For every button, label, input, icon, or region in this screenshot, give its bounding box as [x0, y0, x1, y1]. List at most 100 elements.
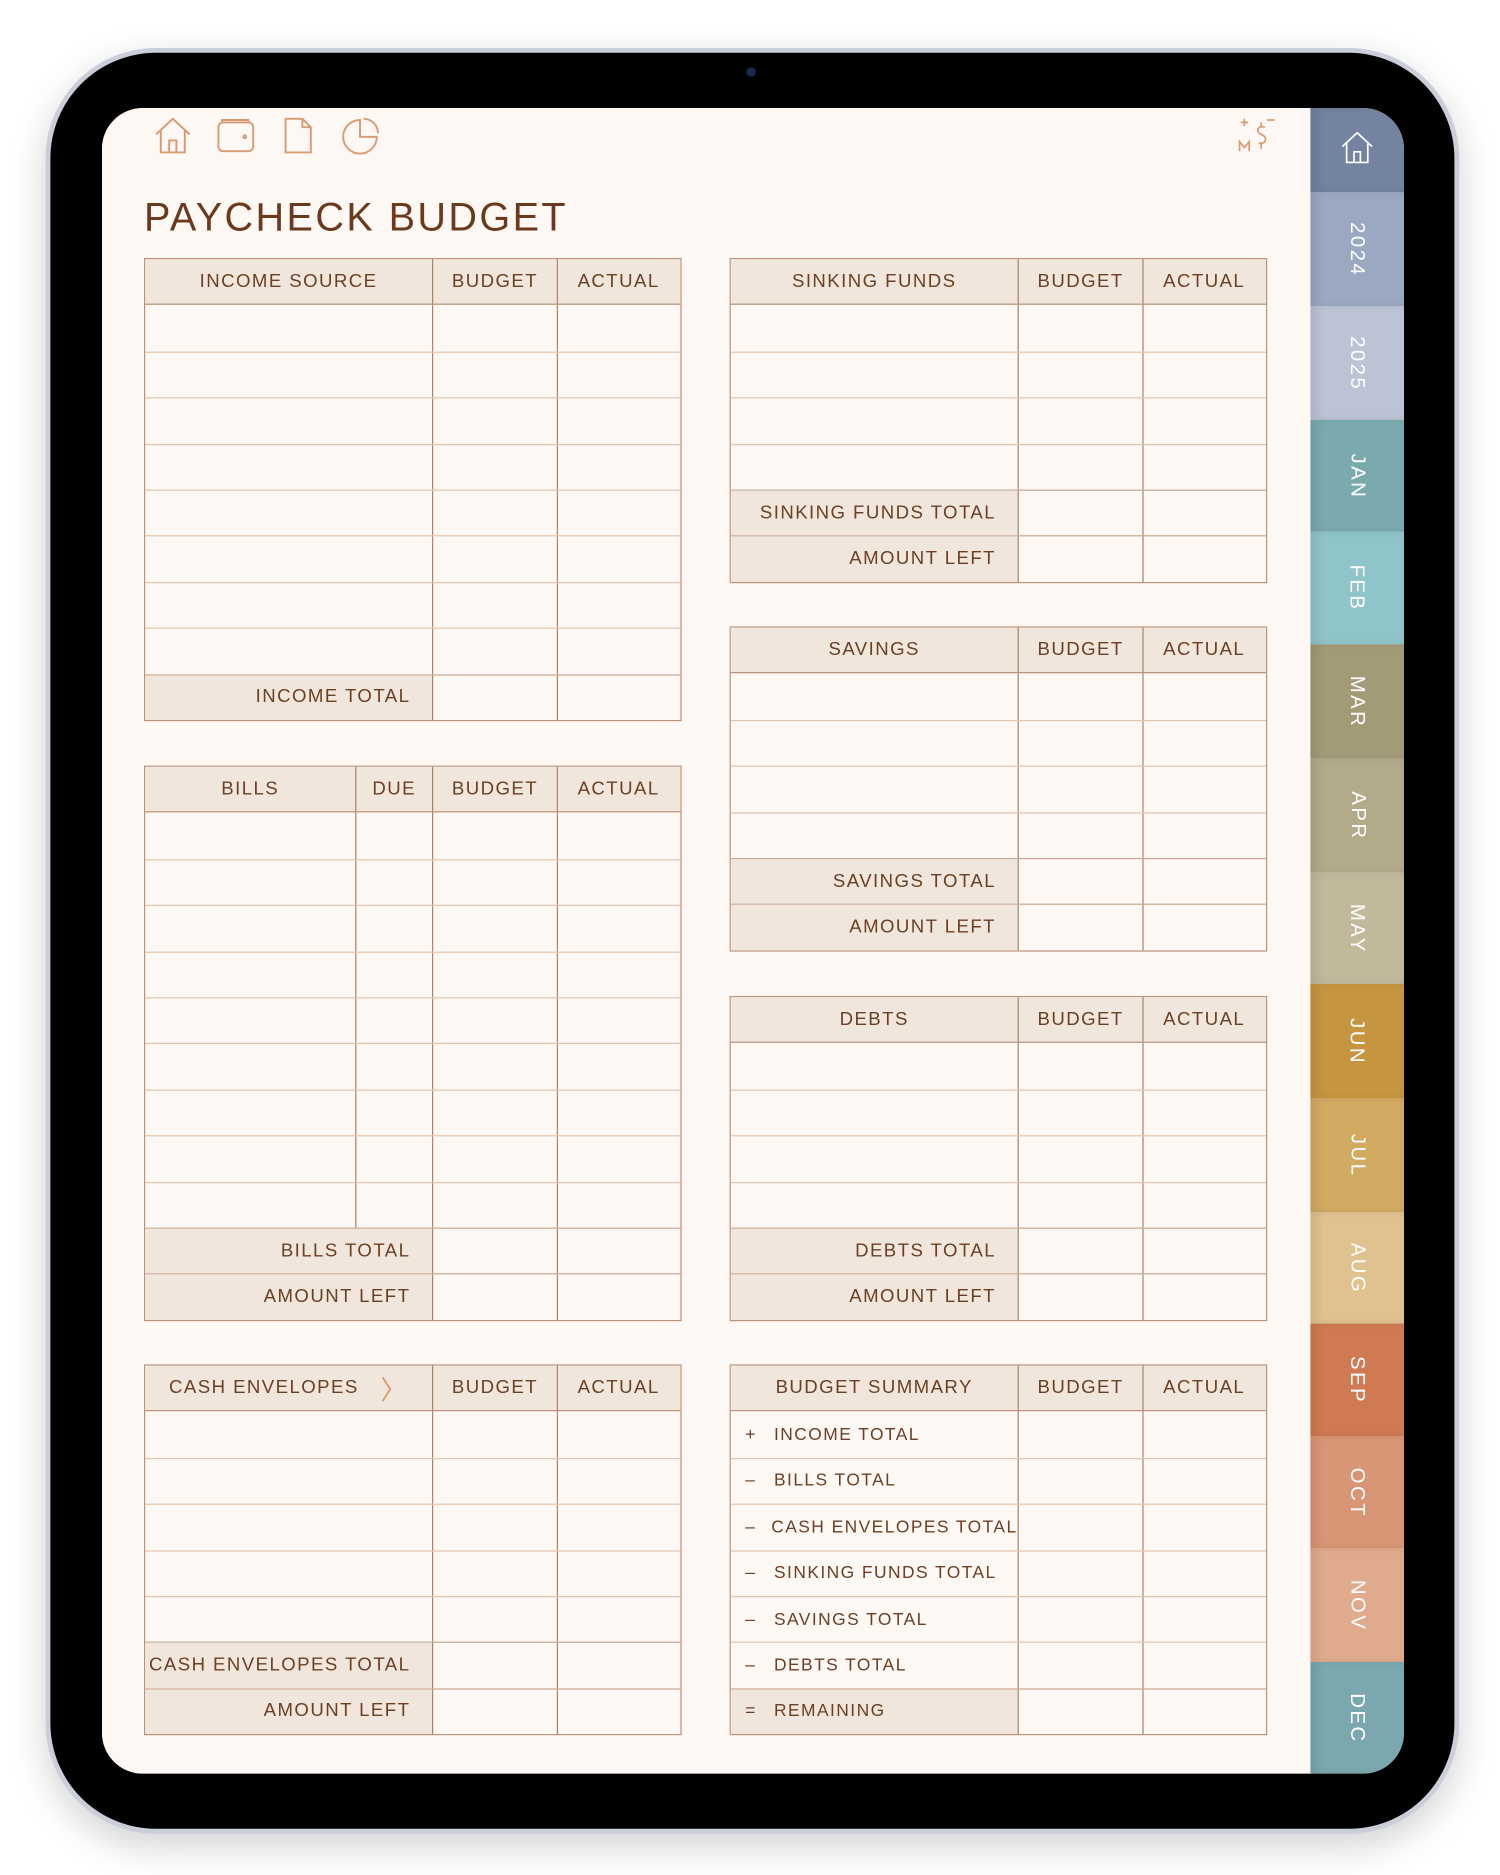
table-cell[interactable] — [432, 1090, 557, 1136]
table-cell[interactable] — [556, 1551, 679, 1596]
table-cell[interactable] — [355, 1044, 432, 1090]
table-cell[interactable] — [145, 1551, 432, 1596]
total-value-cell[interactable] — [1142, 859, 1264, 905]
summary-value-cell[interactable] — [1142, 1551, 1264, 1596]
table-cell[interactable] — [1017, 398, 1143, 444]
table-cell[interactable] — [1142, 813, 1264, 858]
total-value-cell[interactable] — [556, 1228, 679, 1274]
table-cell[interactable] — [731, 1183, 1018, 1228]
table-cell[interactable] — [556, 1136, 679, 1182]
table-cell[interactable] — [355, 1182, 432, 1228]
total-value-cell[interactable] — [432, 675, 557, 720]
table-cell[interactable] — [432, 1136, 557, 1182]
total-value-cell[interactable] — [1142, 905, 1264, 951]
table-cell[interactable] — [145, 1183, 355, 1228]
table-cell[interactable] — [556, 628, 679, 674]
table-cell[interactable] — [432, 490, 557, 536]
table-cell[interactable] — [432, 628, 557, 674]
table-cell[interactable] — [1017, 720, 1143, 766]
table-cell[interactable] — [145, 998, 355, 1043]
table-cell[interactable] — [355, 998, 432, 1044]
summary-value-cell[interactable] — [1142, 1458, 1264, 1504]
table-cell[interactable] — [432, 398, 557, 444]
chevron-right-icon[interactable]: 〉 — [380, 1374, 409, 1405]
table-cell[interactable] — [556, 1182, 679, 1228]
document-icon[interactable] — [277, 115, 318, 156]
summary-value-cell[interactable] — [1142, 1505, 1264, 1550]
summary-value-cell[interactable] — [1017, 1643, 1143, 1689]
table-cell[interactable] — [1017, 1043, 1143, 1090]
table-cell[interactable] — [556, 812, 679, 859]
table-cell[interactable] — [355, 906, 432, 952]
table-cell[interactable] — [355, 1136, 432, 1182]
summary-value-cell[interactable] — [1017, 1689, 1143, 1735]
table-cell[interactable] — [1017, 1136, 1143, 1182]
total-value-cell[interactable] — [432, 1689, 557, 1735]
table-cell[interactable] — [145, 399, 432, 444]
total-value-cell[interactable] — [1142, 536, 1264, 582]
tab-may[interactable]: MAY — [1310, 872, 1404, 985]
total-value-cell[interactable] — [556, 1274, 679, 1320]
table-cell[interactable] — [432, 1044, 557, 1090]
table-cell[interactable] — [432, 1458, 557, 1504]
table-cell[interactable] — [432, 860, 557, 906]
table-cell[interactable] — [731, 353, 1018, 398]
total-value-cell[interactable] — [1017, 490, 1143, 536]
table-cell[interactable] — [731, 1137, 1018, 1182]
table-cell[interactable] — [145, 1412, 432, 1458]
tab-jul[interactable]: JUL — [1310, 1098, 1404, 1212]
tab-dec[interactable]: DEC — [1310, 1662, 1404, 1774]
table-cell[interactable] — [1142, 398, 1264, 444]
table-cell[interactable] — [145, 952, 355, 997]
tab-nov[interactable]: NOV — [1310, 1548, 1404, 1663]
table-cell[interactable] — [1142, 1136, 1264, 1182]
table-cell[interactable] — [145, 305, 432, 351]
table-cell[interactable] — [556, 398, 679, 444]
table-cell[interactable] — [145, 629, 432, 674]
table-cell[interactable] — [556, 998, 679, 1044]
table-cell[interactable] — [145, 537, 432, 582]
table-cell[interactable] — [731, 813, 1018, 858]
total-value-cell[interactable] — [1142, 1228, 1264, 1274]
table-cell[interactable] — [731, 1043, 1018, 1089]
table-cell[interactable] — [1017, 813, 1143, 858]
table-cell[interactable] — [731, 445, 1018, 490]
table-cell[interactable] — [432, 906, 557, 952]
table-cell[interactable] — [432, 1597, 557, 1643]
summary-value-cell[interactable] — [1017, 1458, 1143, 1504]
table-cell[interactable] — [355, 860, 432, 906]
tab-jun[interactable]: JUN — [1310, 984, 1404, 1098]
summary-value-cell[interactable] — [1142, 1597, 1264, 1643]
table-cell[interactable] — [145, 1505, 432, 1550]
table-cell[interactable] — [145, 860, 355, 905]
table-cell[interactable] — [731, 674, 1018, 720]
table-cell[interactable] — [1142, 352, 1264, 398]
table-cell[interactable] — [731, 305, 1018, 351]
table-cell[interactable] — [432, 952, 557, 998]
table-cell[interactable] — [1017, 1182, 1143, 1228]
wallet-icon[interactable] — [215, 115, 256, 156]
table-cell[interactable] — [1017, 673, 1143, 720]
total-value-cell[interactable] — [556, 675, 679, 720]
pie-chart-icon[interactable] — [340, 115, 381, 156]
table-cell[interactable] — [145, 813, 355, 859]
summary-value-cell[interactable] — [1017, 1597, 1143, 1643]
total-value-cell[interactable] — [1017, 1228, 1143, 1274]
tab-2024[interactable]: 2024 — [1310, 192, 1404, 306]
table-cell[interactable] — [556, 860, 679, 906]
summary-value-cell[interactable] — [1017, 1551, 1143, 1596]
table-cell[interactable] — [1017, 1090, 1143, 1136]
home-icon[interactable] — [152, 115, 193, 156]
table-cell[interactable] — [556, 906, 679, 952]
tab-2025[interactable]: 2025 — [1310, 306, 1404, 421]
table-cell[interactable] — [355, 1090, 432, 1136]
total-value-cell[interactable] — [1017, 859, 1143, 905]
table-cell[interactable] — [145, 1597, 432, 1642]
summary-value-cell[interactable] — [1142, 1411, 1264, 1458]
summary-value-cell[interactable] — [1017, 1411, 1143, 1458]
table-cell[interactable] — [145, 353, 432, 398]
table-cell[interactable] — [432, 998, 557, 1044]
summary-value-cell[interactable] — [1017, 1505, 1143, 1550]
table-cell[interactable] — [1142, 1182, 1264, 1228]
table-cell[interactable] — [556, 1411, 679, 1458]
